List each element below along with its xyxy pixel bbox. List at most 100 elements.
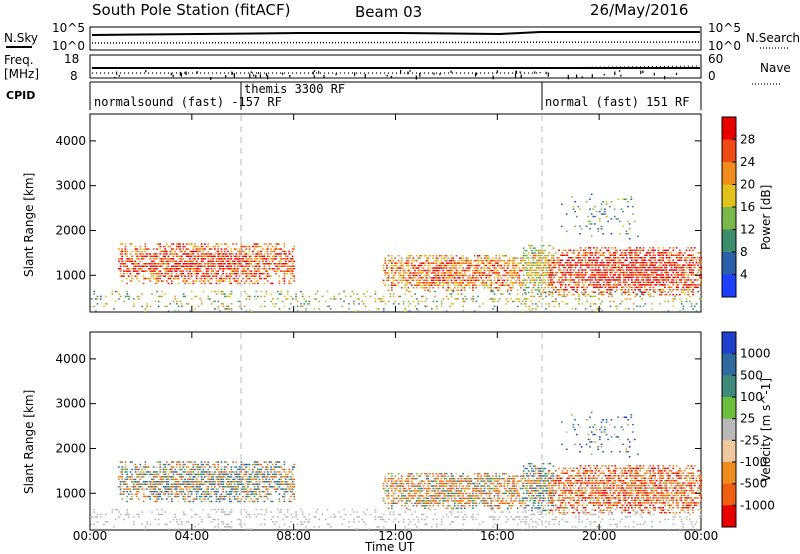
velocity-cell — [238, 476, 241, 478]
power-cell — [417, 300, 420, 303]
power-cell — [548, 252, 550, 254]
power-cell — [215, 270, 218, 272]
power-cell — [405, 262, 408, 264]
power-cell — [224, 295, 226, 298]
power-cell — [197, 263, 200, 265]
velocity-cell — [119, 461, 122, 463]
power-cell — [215, 280, 218, 282]
power-cell — [687, 266, 689, 269]
velocity-cell — [119, 468, 122, 471]
velocity-cell — [175, 473, 178, 476]
power-cell — [606, 249, 608, 252]
power-cell — [166, 263, 168, 265]
power-cell — [260, 295, 263, 298]
velocity-cell — [207, 461, 210, 463]
power-cell — [564, 289, 567, 291]
power-cell — [637, 249, 640, 252]
velocity-cell — [167, 481, 170, 483]
nave-dot — [172, 74, 174, 78]
velocity-cell — [126, 490, 128, 493]
power-cell — [660, 279, 663, 281]
power-cell — [121, 253, 123, 255]
power-cell — [531, 267, 533, 269]
velocity-cell — [227, 478, 229, 481]
power-cell — [549, 279, 552, 281]
power-cell — [505, 310, 508, 312]
power-cell — [664, 261, 666, 264]
cpid-segment-2: themis 3300 RF — [244, 82, 345, 96]
power-cell — [498, 259, 501, 262]
power-cell — [136, 272, 138, 275]
power-cell — [427, 279, 430, 282]
power-cell — [583, 252, 585, 254]
power-cell — [96, 298, 99, 300]
power-cell — [440, 303, 443, 305]
power-cell — [667, 291, 670, 293]
power-cell — [606, 261, 608, 264]
power-cell — [134, 253, 137, 255]
power-cell — [503, 269, 506, 272]
velocity-cell — [232, 478, 234, 481]
nave-dot — [364, 74, 366, 79]
power-cell — [262, 263, 264, 265]
power-cell — [257, 245, 259, 248]
power-cell — [414, 272, 416, 274]
power-cell — [245, 277, 248, 280]
power-cell — [245, 253, 248, 255]
power-cell — [199, 268, 201, 270]
power-cell — [263, 300, 266, 303]
velocity-cell — [172, 478, 175, 481]
power-cell — [591, 279, 593, 281]
power-cell — [463, 269, 466, 272]
power-cell — [468, 269, 471, 272]
power-cell — [606, 281, 608, 284]
velocity-cell — [275, 488, 277, 490]
power-cell — [534, 262, 537, 264]
velocity-cell — [245, 495, 248, 498]
power-cell — [592, 259, 595, 261]
power-cell — [622, 261, 625, 264]
power-cell — [657, 247, 660, 249]
velocity-cell — [207, 463, 210, 466]
velocity-cell — [157, 490, 160, 493]
power-cell — [444, 255, 446, 257]
power-cell — [636, 266, 638, 269]
power-cell — [580, 228, 583, 230]
power-cell — [548, 305, 551, 308]
velocity-cell — [184, 483, 186, 485]
power-cell — [498, 284, 501, 286]
velocity-cell — [258, 495, 261, 498]
power-cell — [558, 259, 560, 261]
power-cell — [645, 289, 648, 291]
power-cell — [218, 263, 221, 265]
power-cell — [599, 269, 602, 271]
power-cell — [121, 258, 123, 260]
power-cell — [468, 262, 471, 264]
power-cell — [270, 253, 272, 255]
power-cell — [270, 258, 272, 260]
power-cell — [124, 248, 127, 250]
power-cell — [263, 253, 266, 255]
power-cell — [445, 259, 448, 262]
power-cell — [468, 259, 471, 262]
power-cell — [253, 248, 256, 250]
power-cell — [137, 255, 140, 258]
power-cell — [424, 289, 426, 291]
power-cell — [609, 261, 612, 264]
power-cell — [574, 284, 577, 286]
power-cell — [478, 255, 481, 257]
velocity-cell — [215, 490, 218, 493]
power-cell — [156, 268, 158, 270]
velocity-cell — [200, 483, 203, 485]
power-cell — [450, 295, 453, 298]
velocity-cell — [197, 488, 200, 490]
power-cell — [280, 260, 282, 263]
power-cell — [195, 275, 198, 277]
power-cell — [472, 269, 474, 272]
velocity-cell — [131, 473, 133, 476]
power-cell — [235, 275, 238, 277]
power-cell — [467, 267, 469, 269]
power-cell — [420, 272, 423, 274]
power-cell — [280, 270, 282, 272]
power-cell — [182, 295, 185, 298]
